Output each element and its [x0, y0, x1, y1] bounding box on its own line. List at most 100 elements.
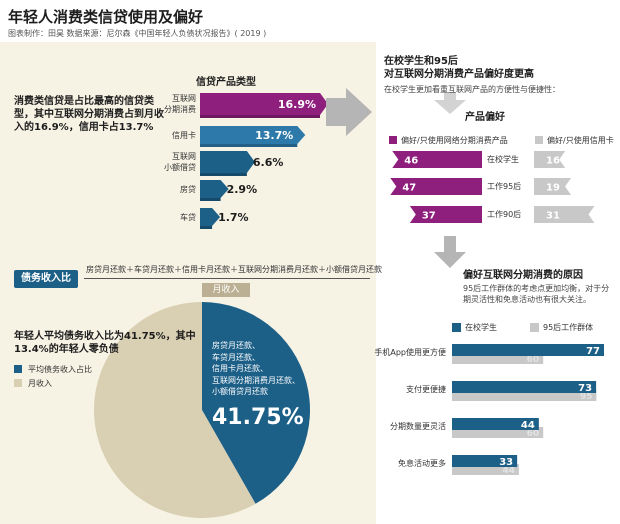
preference-section-title: 在校学生和95后 对互联网分期消费产品偏好度更高: [384, 55, 534, 81]
credit-category-line: 小额借贷: [164, 163, 196, 172]
preference-value-internet: 37: [422, 211, 436, 222]
credit-category-label: 信用卡: [150, 130, 196, 141]
credit-category-label: 房贷: [150, 184, 196, 195]
legend-card-swatch: [535, 136, 543, 144]
legend-worker-label: 95后工作群体: [543, 323, 594, 332]
debt-ratio-label: 债务收入比: [14, 270, 78, 288]
reason-category-label: 免息活动更多: [398, 459, 446, 468]
reason-bar-worker: [452, 464, 519, 475]
arrow-down-icon: [434, 236, 466, 268]
pie-component-line: 房贷月还款、: [212, 341, 260, 350]
pie-slice-components: 房贷月还款、 车贷月还款、 信用卡月还款、 互联网分期消费月还款、 小额借贷月还…: [212, 340, 308, 398]
preference-value-card: 19: [546, 183, 560, 194]
preference-value-card: 31: [546, 211, 560, 222]
credit-bar: [200, 126, 306, 144]
credit-category-line: 房贷: [180, 184, 196, 194]
credit-bar-value: 1.7%: [218, 211, 249, 224]
credit-bar-value: 16.9%: [278, 98, 316, 111]
debt-formula-divider: [84, 278, 370, 279]
preference-category-label: 工作95后: [487, 182, 522, 191]
preference-category-label: 工作90后: [487, 210, 522, 219]
legend-card-label: 偏好/只使用信用卡: [547, 136, 614, 145]
credit-category-line: 互联网: [172, 94, 196, 103]
credit-bar: [200, 151, 255, 173]
pie-slice: [94, 302, 256, 518]
reason-value-worker: 95: [580, 392, 593, 402]
reason-value-worker: 60: [527, 355, 540, 365]
preference-bar-internet: [390, 178, 482, 195]
credit-bar-shadow: [200, 144, 298, 147]
reason-bar-worker: [452, 427, 544, 438]
preference-value-internet: 46: [404, 156, 418, 167]
credit-bar: [200, 208, 221, 226]
reason-bar-student: [452, 455, 518, 467]
preference-category-label: 在校学生: [487, 155, 519, 164]
arrow-right-icon: [326, 88, 372, 136]
legend-ratio-swatch: [14, 365, 22, 373]
reason-value-worker: 60: [527, 429, 540, 439]
preference-chart-heading: 产品偏好: [465, 112, 505, 123]
pie-component-line: 车贷月还款、: [212, 352, 260, 362]
pie-slice: [202, 302, 310, 504]
reason-subtitle: 95后工作群体的考虑点更加均衡，对于分期灵活性和免息活动也有很大关注。: [463, 284, 610, 304]
credit-bar-shadow: [200, 198, 221, 201]
reason-value-worker: 44: [502, 466, 515, 476]
pie-component-line: 信用卡月还款、: [212, 364, 268, 373]
legend-internet-swatch: [389, 136, 397, 144]
legend-ratio-label: 平均债务收入占比: [28, 365, 92, 374]
debt-summary-text: 年轻人平均债务收入比为41.75%，其中13.4%的年轻人零负债: [14, 331, 196, 355]
flow-arrows: [326, 88, 466, 268]
credit-bar-value: 6.6%: [253, 156, 284, 169]
legend-worker-swatch: [530, 323, 539, 332]
credit-bar-shadow: [200, 115, 320, 118]
reason-value-student: 73: [578, 383, 592, 394]
debt-formula-denominator: 月收入: [202, 283, 250, 297]
reason-bar-student: [452, 381, 597, 393]
reason-value-student: 77: [586, 346, 600, 357]
credit-bar-chart: 16.9% 13.7% 6.6% 2.9% 1.7%: [200, 93, 328, 229]
credit-category-label: 车贷: [150, 212, 196, 223]
preference-bar-internet: [409, 206, 482, 223]
preference-value-internet: 47: [402, 183, 416, 194]
preference-bar-card: [534, 206, 595, 223]
credit-bar-shadow: [200, 226, 213, 229]
reason-value-student: 33: [499, 457, 513, 468]
legend-income-label: 月收入: [28, 379, 52, 388]
legend-internet-label: 偏好/只使用网络分期消费产品: [401, 136, 508, 145]
reason-chart-heading: 偏好互联网分期消费的原因: [463, 270, 583, 281]
pie-component-line: 小额借贷月还款: [212, 387, 268, 396]
debt-pie-chart: [94, 302, 310, 518]
credit-category-line: 信用卡: [172, 130, 196, 140]
preference-bar-chart: 46 16 47 19 37 31: [390, 151, 595, 223]
source-note: 图表制作：田昊 数据来源：尼尔森《中国年轻人负债状况报告》( 2019 ): [8, 29, 267, 38]
preference-bar-card: [534, 178, 572, 195]
reason-bar-student: [452, 418, 539, 430]
credit-bar: [200, 180, 229, 198]
legend-student-swatch: [452, 323, 461, 332]
reason-bar-student: [452, 344, 604, 356]
reason-category-label: 分期数量更灵活: [390, 422, 446, 431]
reason-bar-worker: [452, 390, 597, 401]
debt-formula-numerator: 房贷月还款＋车贷月还款＋信用卡月还款＋互联网分期消费月还款＋小额借贷月还款: [86, 265, 382, 274]
pie-component-line: 互联网分期消费月还款、: [212, 375, 300, 385]
credit-category-line: 互联网: [172, 152, 196, 161]
credit-bar: [200, 93, 328, 115]
credit-category-line: 车贷: [180, 212, 196, 222]
credit-bar-value: 2.9%: [227, 183, 258, 196]
reason-category-label: 支付更便捷: [406, 385, 446, 394]
preference-bar-internet: [392, 151, 482, 168]
reason-value-student: 44: [521, 420, 535, 431]
credit-bar-value: 13.7%: [255, 129, 293, 142]
reason-bar-worker: [452, 353, 544, 364]
preference-subtitle: 在校学生更加看重互联网产品的方便性与便捷性：: [384, 85, 560, 94]
preference-title-line: 对互联网分期消费产品偏好度更高: [384, 69, 534, 80]
credit-category-line: 分期消费: [164, 105, 196, 114]
page-title: 年轻人消费类信贷使用及偏好: [8, 8, 204, 26]
arrow-down-icon: [434, 92, 466, 114]
reason-category-label: 手机App使用更方便: [374, 348, 446, 357]
credit-bar-shadow: [200, 173, 247, 176]
credit-chart-heading: 信贷产品类型: [196, 77, 256, 88]
credit-category-label: 互联网小额借贷: [150, 151, 196, 173]
